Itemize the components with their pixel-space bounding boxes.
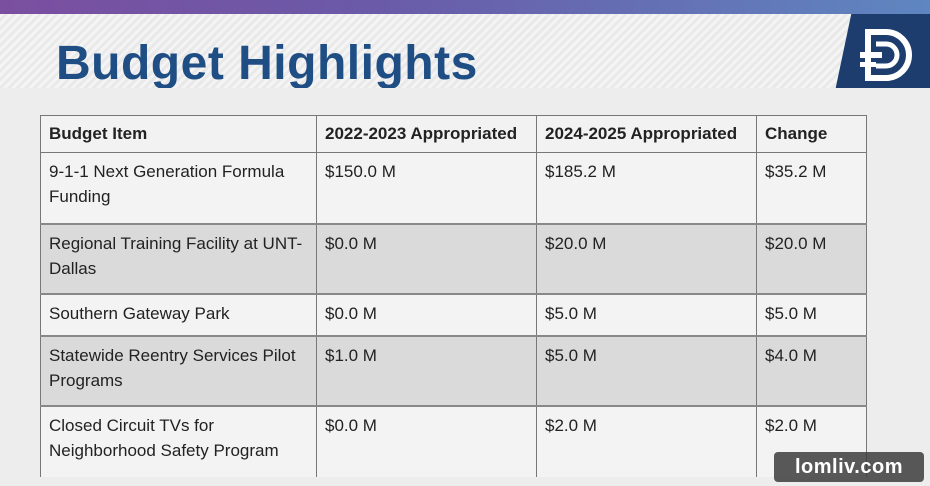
table-row: Statewide Reentry Services Pilot Program…	[40, 335, 867, 406]
cell-2024-2025: $5.0 M	[536, 293, 757, 336]
cell-2022-2023: $0.0 M	[316, 223, 537, 294]
slide-header: Budget Highlights	[0, 14, 930, 90]
table-row: 9-1-1 Next Generation Formula Funding $1…	[40, 152, 867, 224]
cell-change: $35.2 M	[756, 152, 867, 224]
budget-table: Budget Item 2022-2023 Appropriated 2024-…	[40, 115, 867, 477]
city-d-logo-icon	[860, 29, 912, 81]
cell-2022-2023: $1.0 M	[316, 335, 537, 406]
header-budget-item: Budget Item	[40, 115, 317, 153]
cell-2024-2025: $2.0 M	[536, 405, 757, 477]
cell-budget-item: Regional Training Facility at UNT-Dallas	[40, 223, 317, 294]
cell-change: $20.0 M	[756, 223, 867, 294]
table-header-row: Budget Item 2022-2023 Appropriated 2024-…	[40, 115, 867, 153]
cell-budget-item: Closed Circuit TVs for Neighborhood Safe…	[40, 405, 317, 477]
header-change: Change	[756, 115, 867, 153]
table-row: Closed Circuit TVs for Neighborhood Safe…	[40, 405, 867, 477]
cell-budget-item: Southern Gateway Park	[40, 293, 317, 336]
cell-change: $5.0 M	[756, 293, 867, 336]
header-2024-2025: 2024-2025 Appropriated	[536, 115, 757, 153]
cell-2022-2023: $0.0 M	[316, 293, 537, 336]
cell-2024-2025: $5.0 M	[536, 335, 757, 406]
cell-2022-2023: $0.0 M	[316, 405, 537, 477]
cell-budget-item: Statewide Reentry Services Pilot Program…	[40, 335, 317, 406]
top-color-band	[0, 0, 930, 14]
header-2022-2023: 2022-2023 Appropriated	[316, 115, 537, 153]
slide-title: Budget Highlights	[56, 37, 478, 90]
cell-budget-item: 9-1-1 Next Generation Formula Funding	[40, 152, 317, 224]
cell-2024-2025: $185.2 M	[536, 152, 757, 224]
table-row: Regional Training Facility at UNT-Dallas…	[40, 223, 867, 294]
logo-badge	[834, 14, 930, 96]
cell-2024-2025: $20.0 M	[536, 223, 757, 294]
watermark-label: lomliv.com	[774, 452, 924, 482]
cell-change: $4.0 M	[756, 335, 867, 406]
cell-2022-2023: $150.0 M	[316, 152, 537, 224]
table-row: Southern Gateway Park $0.0 M $5.0 M $5.0…	[40, 293, 867, 336]
